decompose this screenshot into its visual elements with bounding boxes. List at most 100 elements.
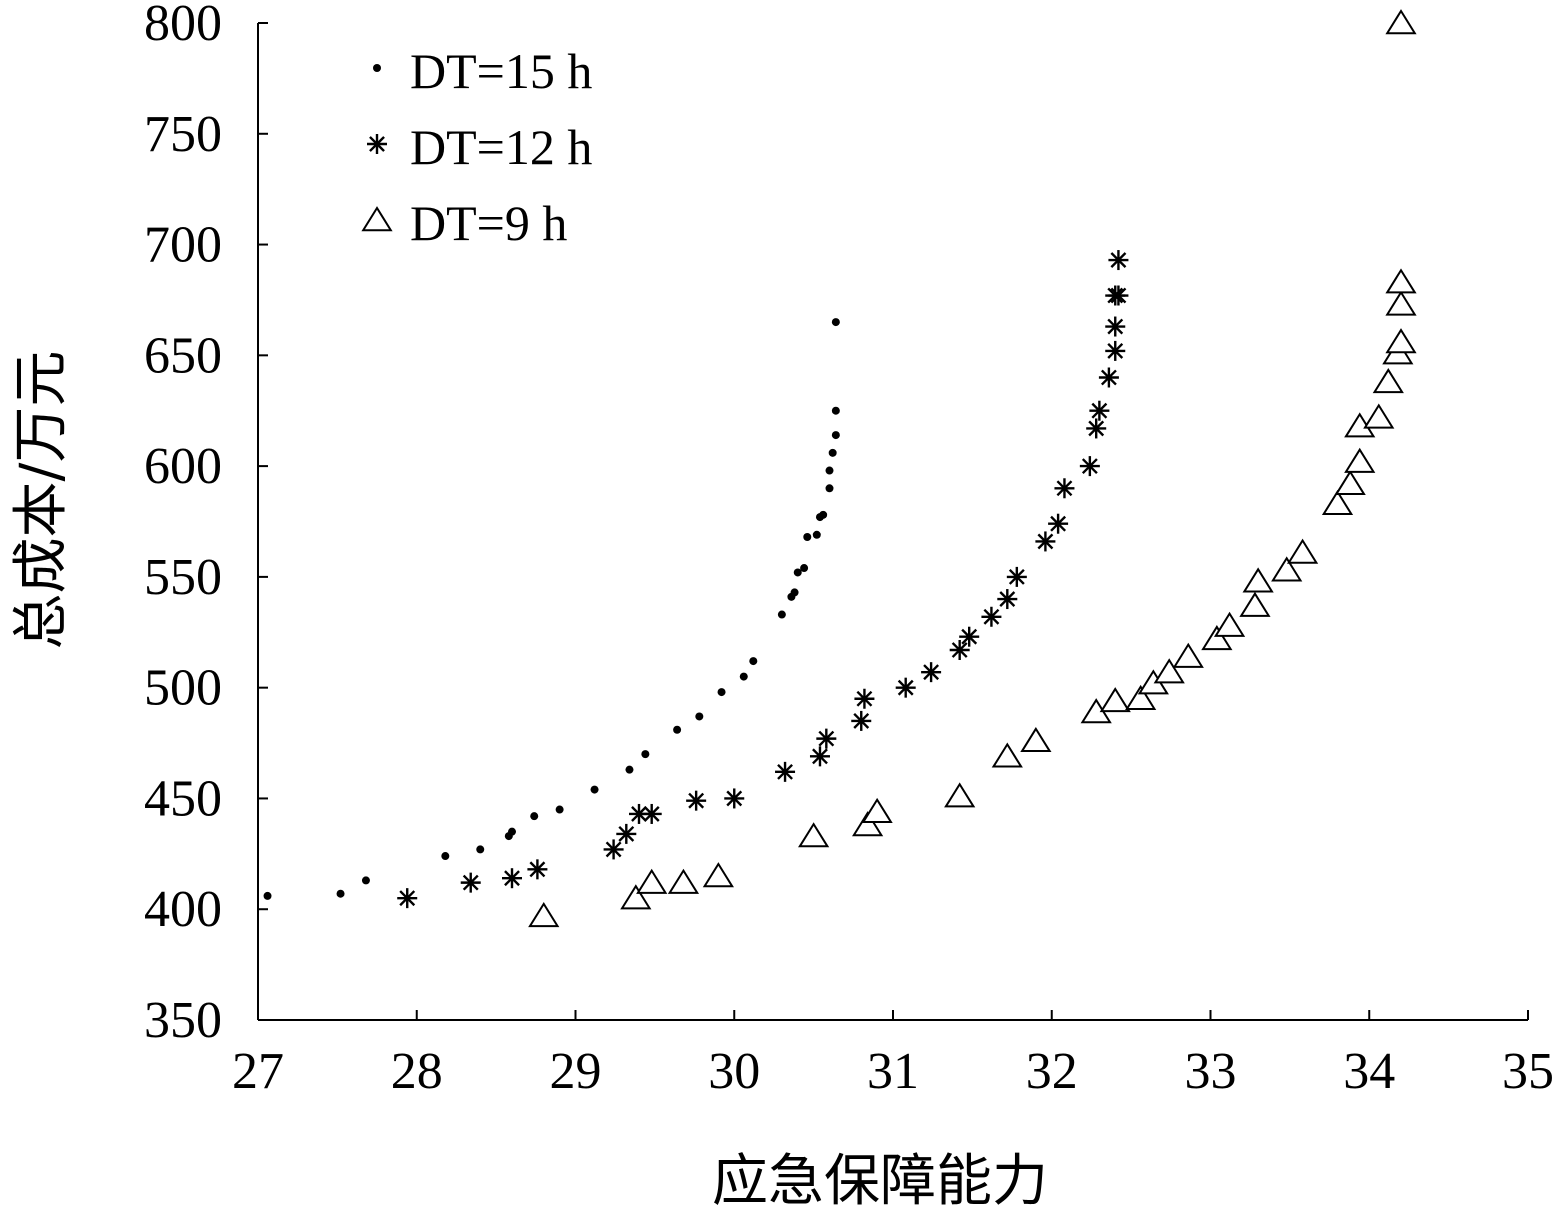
dt9-point [1020,726,1052,753]
dt9-point [620,884,652,910]
dt12-point [959,626,980,647]
dt9-point [636,868,668,894]
y-tick-label: 800 [144,0,222,52]
dt9-point [861,797,893,823]
dt15-point [263,891,272,900]
dt15-point [825,484,834,493]
dt15-point [831,406,840,415]
legend-label: DT=9 h [410,195,567,251]
dt9-point [1153,658,1185,684]
dt12-point [949,640,970,661]
data-points [263,9,1417,928]
dt15-point [673,725,682,734]
dt9-point [1125,684,1157,710]
dt12-point [981,606,1002,627]
dt15-point [625,765,634,774]
dt9-point [1344,447,1376,473]
dt15-point [749,657,758,666]
dt9-point [528,901,560,928]
x-tick-label: 31 [867,1043,919,1100]
x-tick-label: 34 [1343,1043,1395,1100]
x-tick-label: 30 [708,1043,760,1100]
y-axis-title: 总成本/万元 [9,351,74,650]
dt15-point [828,448,837,457]
dt12-point [1108,285,1129,306]
legend-label: DT=12 h [410,119,592,175]
dt12-point [724,788,745,809]
dt12-point [603,839,624,860]
dt12-point [397,888,418,909]
dt9-point [1099,687,1131,713]
dt12-point [854,688,875,709]
y-tick-label: 400 [144,881,222,938]
dt9-point [1271,556,1303,582]
y-tick-label: 350 [144,992,222,1049]
dt9-point [1385,9,1417,35]
x-tick-label: 29 [550,1043,602,1100]
dt12-point [641,803,662,824]
x-tick-label: 35 [1502,1043,1554,1100]
dt12-point [997,589,1018,610]
x-tick-label: 27 [232,1043,284,1100]
dt12-point [460,872,481,893]
dt15-point [336,889,345,898]
legend-label: DT=15 h [410,43,592,99]
dt12-point [1054,478,1075,499]
dt9-point [944,782,976,808]
dt15-point [812,530,821,539]
dt12-point [816,728,837,749]
dt15-point [831,318,840,327]
dt12-point [686,790,707,811]
dt15-point [790,588,799,597]
dt12-point [851,710,872,731]
dt9-point [1172,642,1204,668]
dt9-point [991,742,1023,768]
dt12-point [775,761,796,782]
dt15-point [793,568,802,577]
x-tick-label: 28 [391,1043,443,1100]
dt15-point [800,564,809,573]
y-tick-label: 650 [144,327,222,384]
dt15-point [819,510,828,519]
y-tick-label: 700 [144,217,222,274]
dt12-point [1035,531,1056,552]
dt9-point [1239,591,1271,617]
x-axis-ticks: 27 28 29 30 31 32 33 34 35 [232,1010,1554,1100]
dt12-point [1105,340,1126,361]
legend: DT=15 h DT=12 h DT=9 h [361,43,592,251]
dt12-point [895,677,916,698]
y-tick-label: 750 [144,106,222,163]
dt9-point [1363,403,1395,429]
dt9-point [1385,268,1417,294]
dt9-point [1201,625,1233,651]
dt9-point [1385,290,1417,316]
dt15-point [739,672,748,681]
dt12-point [1105,316,1126,337]
dt12-point [616,823,637,844]
dt12-point [921,662,942,683]
dt15-point [695,712,704,721]
dt9-point [1213,611,1246,637]
dt15-point [803,533,812,542]
dt15-point [590,785,599,794]
dt12-point [809,746,830,767]
dt15-point [530,812,539,821]
dt12-point [1006,566,1027,587]
y-tick-label: 450 [144,770,222,827]
dt12-point [502,868,522,889]
y-tick-label: 600 [144,438,222,495]
dt15-point [441,852,450,861]
dt9-point [361,206,393,232]
dt9-point [1334,469,1366,496]
dt12-point [1086,418,1107,439]
dt15-point [555,805,564,814]
dt9-point [852,811,884,837]
x-axis-title: 应急保障能力 [712,1149,1048,1209]
dt15-point [361,876,370,885]
y-tick-label: 500 [144,660,222,717]
dt12-point [1108,250,1129,271]
dt15-point [641,750,650,759]
dt9-point [702,862,734,888]
x-tick-label: 32 [1026,1043,1078,1100]
dt12-point [527,859,548,880]
